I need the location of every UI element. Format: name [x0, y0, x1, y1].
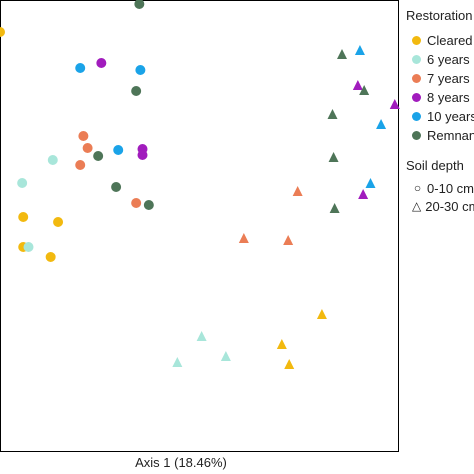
legend-item-10-years: 10 years [406, 107, 474, 126]
point-10-years-circle-1 [75, 63, 86, 73]
point-6-years-circle-3 [23, 242, 34, 252]
legend-item-label: 7 years [427, 71, 470, 86]
legend-item-8-years: 8 years [406, 88, 474, 107]
legend-item-cleared: Cleared [406, 31, 474, 50]
point-8-years-circle-1 [96, 58, 107, 68]
point-remnant-triangle-5 [329, 203, 340, 213]
legend-depth-list: ○0-10 cm△20-30 cm [406, 179, 474, 215]
point-remnant-circle-1 [134, 0, 145, 9]
point-10-years-triangle-1 [354, 45, 365, 55]
legend-restoration-list: Cleared 6 years 7 years 8 years 10 years Remn… [406, 31, 474, 145]
legend-item-6-years: 6 years [406, 50, 474, 69]
legend-item-label: 8 years [427, 90, 470, 105]
point-7-years-circle-2 [82, 143, 93, 153]
point-cleared-circle-2 [53, 217, 64, 227]
point-8-years-circle-3 [137, 150, 148, 160]
point-10-years-triangle-3 [365, 178, 376, 188]
point-8-years-triangle-3 [358, 189, 369, 199]
legend-swatch [412, 74, 421, 83]
point-6-years-triangle-1 [196, 331, 207, 341]
x-axis-label: Axis 1 (18.46%) [135, 455, 227, 470]
circle-marker-icon: ○ [413, 181, 422, 195]
legend-swatch [412, 55, 421, 64]
legend-item-7-years: 7 years [406, 69, 474, 88]
point-cleared-triangle-1 [316, 309, 327, 319]
point-6-years-triangle-3 [172, 357, 183, 367]
legend-depth-label: 0-10 cm [427, 180, 474, 196]
point-remnant-circle-4 [111, 182, 122, 192]
legend-item-label: Cleared [427, 33, 473, 48]
legend-item-label: 6 years [427, 52, 470, 67]
data-marks [0, 0, 400, 369]
point-6-years-triangle-2 [220, 351, 231, 361]
point-6-years-circle-2 [17, 178, 28, 188]
point-6-years-circle-1 [47, 155, 58, 165]
legend-depth-20-30-cm: △20-30 cm [406, 197, 474, 215]
point-7-years-triangle-1 [292, 186, 303, 196]
legend-swatch [412, 131, 421, 140]
point-7-years-triangle-2 [238, 233, 249, 243]
legend-swatch [412, 36, 421, 45]
point-cleared-triangle-2 [276, 339, 287, 349]
point-cleared-circle-4 [45, 252, 56, 262]
legend-swatch [412, 112, 421, 121]
legend-swatch [412, 93, 421, 102]
point-10-years-triangle-2 [376, 119, 387, 129]
triangle-marker-icon: △ [412, 199, 422, 213]
point-7-years-circle-1 [78, 131, 89, 141]
plot-area-frame [0, 0, 399, 452]
legend-depth-0-10-cm: ○ 0-10 cm [406, 179, 474, 197]
point-7-years-circle-4 [131, 198, 142, 208]
point-remnant-triangle-1 [337, 49, 347, 59]
point-8-years-triangle-2 [389, 99, 400, 109]
legend-title-soil-depth: Soil depth [406, 158, 464, 173]
point-remnant-circle-5 [143, 200, 154, 210]
legend: Restoration Cleared 6 years 7 years 8 years… [406, 8, 474, 215]
legend-item-label: 10 years [427, 109, 474, 124]
point-8-years-triangle-1 [352, 80, 363, 90]
legend-depth-label: 20-30 cm [425, 198, 474, 214]
point-10-years-circle-2 [135, 65, 146, 75]
point-remnant-triangle-3 [327, 109, 338, 119]
legend-item-label: Remnant [427, 128, 474, 143]
point-remnant-circle-3 [93, 151, 104, 161]
point-cleared-circle-5 [0, 27, 5, 37]
legend-item-remnant: Remnant [406, 126, 474, 145]
point-cleared-circle-1 [18, 212, 29, 222]
legend-title-restoration: Restoration [406, 8, 473, 23]
point-remnant-triangle-2 [359, 85, 370, 95]
point-remnant-triangle-4 [328, 152, 339, 162]
point-10-years-circle-3 [113, 145, 124, 155]
point-7-years-triangle-3 [283, 235, 294, 245]
point-remnant-circle-2 [131, 86, 142, 96]
point-7-years-circle-3 [75, 160, 86, 170]
point-cleared-triangle-3 [284, 359, 295, 369]
